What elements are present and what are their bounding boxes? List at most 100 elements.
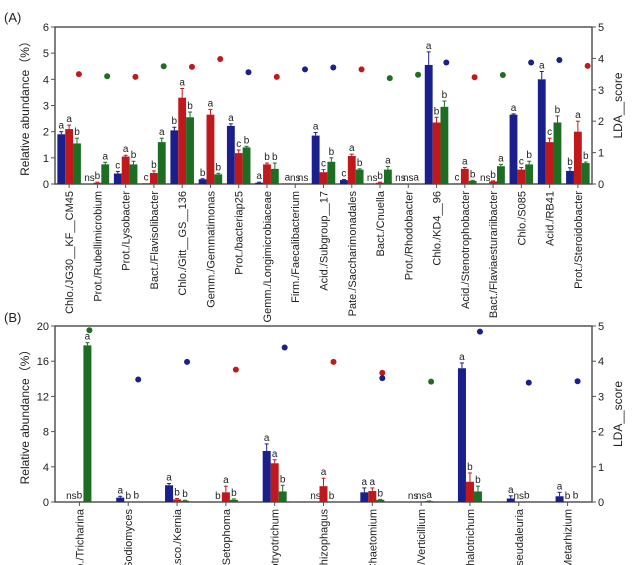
- y2-tick-label: 3: [598, 391, 604, 403]
- bar: [509, 114, 518, 184]
- category-group: ns ba Prot./Rubellimicrobium: [84, 73, 111, 302]
- bar: [339, 180, 348, 184]
- lda-point: [428, 378, 435, 385]
- y2-tick-label: 0: [598, 497, 604, 509]
- significance-letter: b: [475, 475, 481, 486]
- significance-letter: c: [454, 173, 459, 184]
- x-tick-label: Chlo./JG30__KF__CM45: [64, 191, 76, 314]
- bar: [376, 182, 384, 184]
- lda-point: [358, 66, 365, 73]
- significance-letter: a: [498, 153, 504, 164]
- significance-letter: b: [490, 170, 496, 181]
- significance-letter: a: [256, 171, 262, 182]
- y-axis-label: Relative abundance（%）: [18, 344, 32, 485]
- significance-letter: ns: [395, 173, 406, 184]
- significance-letter: a: [285, 173, 291, 184]
- panel-a: (A) 0 1 2 3 4 5 6 0 1 2 3 4 5 Relative abundance（%） LDA…: [4, 10, 625, 322]
- bar: [157, 142, 166, 184]
- bar: [573, 131, 582, 184]
- significance-letter: a: [223, 475, 229, 486]
- significance-letter: b: [524, 491, 530, 502]
- lda-point: [273, 73, 280, 80]
- bar: [129, 164, 138, 184]
- significance-letter: b: [133, 491, 139, 502]
- bar: [173, 499, 182, 502]
- significance-letter: b: [231, 488, 237, 499]
- significance-letter: b: [172, 116, 178, 127]
- significance-letter: b: [467, 462, 473, 473]
- lda-point: [188, 63, 195, 70]
- significance-letter: b: [329, 491, 335, 502]
- x-tick-label: Gemm./Longimicrobiaceae: [262, 191, 274, 322]
- significance-letter: b: [182, 489, 188, 500]
- significance-letter: ns: [310, 491, 321, 502]
- bar: [186, 117, 194, 184]
- significance-letter: a: [85, 332, 91, 343]
- y2-tick-label: 4: [598, 53, 604, 65]
- lda-point: [184, 358, 191, 365]
- x-tick-label: Prot./bacteriap25: [234, 191, 246, 275]
- bar: [121, 156, 130, 184]
- bar: [73, 143, 81, 184]
- category-group: a ab Chaetomium: [360, 369, 386, 565]
- significance-letter: c: [236, 139, 241, 150]
- x-tick-label: Pate./Saccharimonadales: [347, 191, 359, 317]
- category-group: a c b Prot./bacteriap25: [226, 69, 252, 275]
- significance-letter: ns: [480, 173, 491, 184]
- significance-letter: a: [426, 41, 432, 52]
- lda-point: [330, 358, 337, 365]
- category-group: cb a Bact./Flavisolibacter: [142, 63, 167, 289]
- y2-axis-label: LDA__score: [611, 381, 625, 447]
- significance-letter: a: [385, 155, 391, 166]
- significance-letter: b: [567, 157, 573, 168]
- category-group: b a b Chlo./Gitt__GS__136: [170, 63, 195, 296]
- x-tick-label: Firm./Faecalibacterium: [290, 191, 302, 303]
- significance-letter: a: [264, 433, 270, 444]
- significance-letter: b: [357, 158, 363, 169]
- x-tick-label: Metarhizium: [563, 509, 575, 565]
- lda-point: [415, 71, 422, 78]
- x-tick-label: Prot./Rhodobacter: [403, 191, 415, 281]
- x-tick-label: Gemm./Gemmatimonas: [205, 191, 217, 308]
- lda-point: [386, 75, 393, 82]
- category-group: ns b a o./Tricharina: [66, 327, 93, 565]
- bar: [376, 499, 385, 502]
- bar: [116, 497, 125, 502]
- bar: [214, 174, 223, 184]
- y2-tick-label: 1: [598, 148, 604, 160]
- bar: [206, 114, 215, 184]
- bar: [497, 166, 505, 184]
- lda-point: [160, 63, 167, 70]
- category-group: bab/Setophoma: [215, 366, 239, 565]
- y-tick-label: 4: [43, 74, 49, 86]
- x-tick-label: o./Tricharina: [74, 508, 86, 565]
- significance-letter: a: [462, 157, 468, 168]
- significance-letter: b: [565, 491, 571, 502]
- category-group: ns ba Bact./Cnuella: [367, 75, 393, 256]
- bar: [555, 496, 564, 502]
- lda-point: [476, 328, 483, 335]
- x-tick-label: /Verticillium: [416, 509, 428, 565]
- significance-letter: ns: [298, 173, 309, 184]
- x-tick-label: Bact./Flaviaesturariibacter: [488, 191, 500, 318]
- y2-tick-label: 4: [598, 356, 604, 368]
- y-tick-label: 5: [43, 48, 49, 60]
- category-group: cab Prot./Lysobacter: [113, 73, 139, 271]
- y-tick-label: 16: [37, 356, 49, 368]
- significance-letter: a: [166, 473, 172, 484]
- category-group: ab b Asco./Kernia: [165, 358, 191, 565]
- lda-point: [528, 59, 535, 66]
- x-tick-label: hizophagus: [319, 509, 331, 565]
- bar: [221, 492, 230, 502]
- significance-letter: b: [125, 491, 131, 502]
- lda-point: [104, 73, 111, 80]
- significance-letter: ns: [513, 491, 524, 502]
- y2-tick-label: 5: [598, 321, 604, 333]
- significance-letter: b: [329, 147, 335, 158]
- x-tick-label: Acid./Stenotrophobacter: [460, 191, 472, 309]
- significance-letter: b: [215, 491, 221, 502]
- bar: [149, 173, 158, 184]
- y2-axis-label: LDA__score: [611, 72, 625, 138]
- significance-letter: a: [228, 113, 234, 124]
